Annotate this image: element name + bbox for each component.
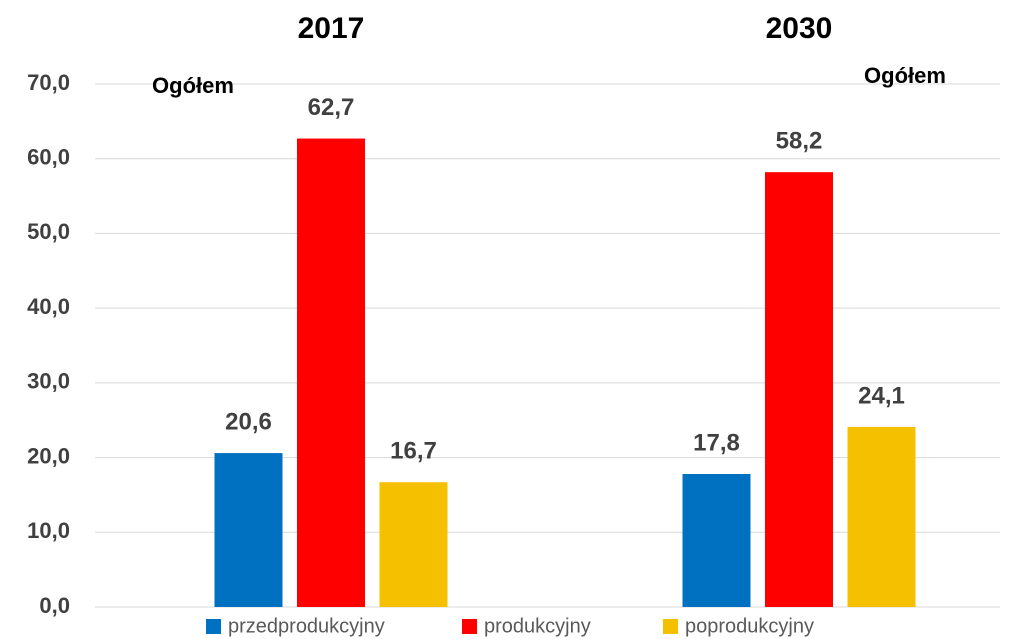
value-label: 24,1 — [858, 382, 905, 409]
value-label: 58,2 — [776, 128, 823, 155]
bar — [847, 426, 916, 607]
y-tick-label: 30,0 — [27, 369, 70, 394]
category-label: 2017 — [298, 12, 365, 45]
legend-swatch — [462, 619, 477, 634]
annotation: Ogółem — [152, 73, 234, 98]
annotation: Ogółem — [864, 63, 946, 88]
legend-swatch — [663, 619, 678, 634]
value-label: 16,7 — [390, 438, 437, 465]
legend-label: produkcyjny — [484, 615, 591, 637]
bar — [379, 482, 448, 607]
legend-label: poprodukcyjny — [685, 615, 814, 637]
bar — [214, 453, 283, 607]
value-label: 20,6 — [225, 408, 272, 435]
legend-label: przedprodukcyjny — [228, 615, 385, 637]
value-label: 62,7 — [308, 94, 355, 121]
category-label: 2030 — [766, 12, 833, 45]
y-tick-label: 10,0 — [27, 518, 70, 543]
y-tick-label: 70,0 — [27, 70, 70, 95]
legend-swatch — [206, 619, 221, 634]
y-tick-label: 60,0 — [27, 145, 70, 170]
bar — [682, 474, 751, 607]
y-tick-label: 40,0 — [27, 294, 70, 319]
value-label: 17,8 — [693, 429, 740, 456]
bar — [765, 172, 833, 608]
y-tick-label: 0,0 — [39, 593, 70, 618]
y-tick-label: 50,0 — [27, 219, 70, 244]
y-tick-label: 20,0 — [27, 443, 70, 468]
bar — [297, 138, 365, 607]
